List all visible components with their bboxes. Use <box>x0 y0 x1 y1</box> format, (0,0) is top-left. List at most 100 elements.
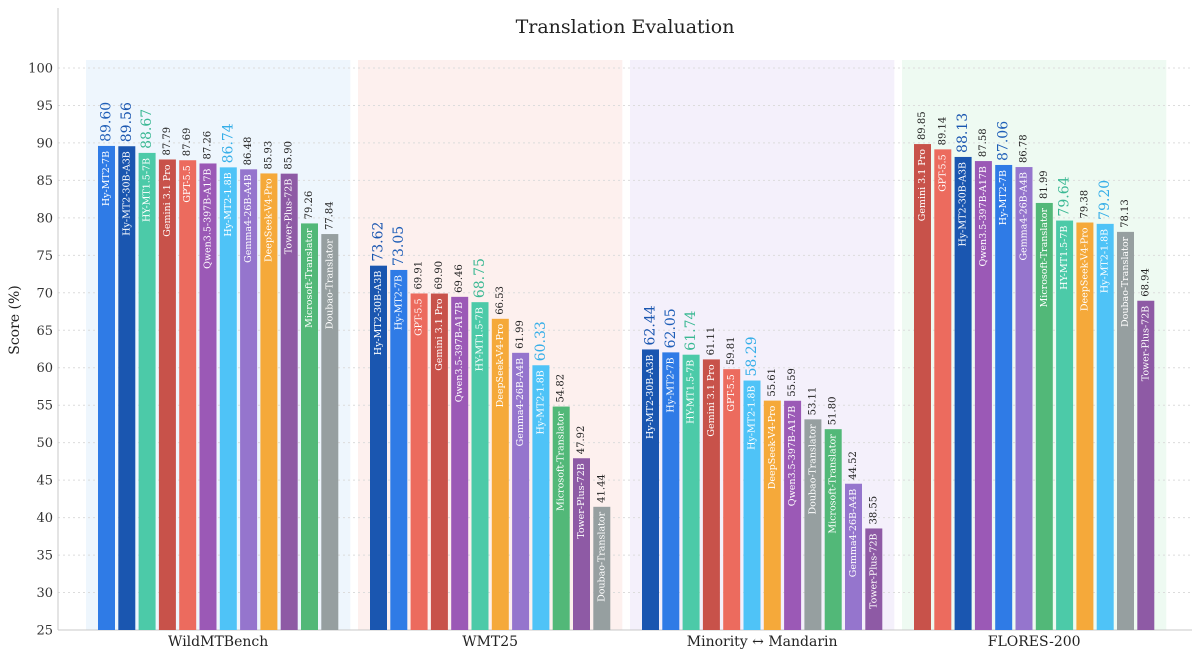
value-label-minority-mandarin-tower-plus-72b: 38.55 <box>868 496 879 525</box>
value-label-flores-200-hy-mt2-30b-a3b: 88.13 <box>955 113 971 153</box>
bar-wmt25-microsoft-translator <box>552 406 570 630</box>
bar-wmt25-hy-mt2-1-8b <box>532 365 550 630</box>
value-label-minority-mandarin-gemma4-26b-a4b: 44.52 <box>848 451 859 480</box>
bar-minority-mandarin-doubao-translator <box>804 419 822 630</box>
bar-minority-mandarin-qwen3-5-397b-a17b <box>784 400 802 630</box>
value-label-wmt25-hy-mt2-7b: 73.05 <box>391 226 407 266</box>
bar-flores-200-gpt-5-5 <box>934 149 952 630</box>
bar-name-wildmtbench-hy-mt1-5-7b: HY-MT1.5-7B <box>142 158 153 222</box>
bar-name-flores-200-qwen3-5-397b-a17b: Qwen3.5-397B-A17B <box>978 166 989 266</box>
bar-name-wildmtbench-gemini-3-1-pro: Gemini 3.1 Pro <box>162 164 173 236</box>
bar-name-wmt25-hy-mt1-5-7b: HY-MT1.5-7B <box>475 307 486 371</box>
value-label-minority-mandarin-hy-mt1-5-7b: 61.74 <box>683 311 699 351</box>
value-label-minority-mandarin-doubao-translator: 53.11 <box>807 387 818 416</box>
value-label-wmt25-hy-mt2-1-8b: 60.33 <box>533 321 549 361</box>
bar-wildmtbench-hy-mt2-30b-a3b <box>118 146 136 630</box>
bar-name-minority-mandarin-hy-mt2-30b-a3b: Hy-MT2-30B-A3B <box>645 354 656 439</box>
value-label-minority-mandarin-hy-mt2-30b-a3b: 62.44 <box>643 305 659 345</box>
value-label-flores-200-gemini-3-1-pro: 89.85 <box>917 111 928 140</box>
bar-wmt25-gpt-5-5 <box>410 293 428 630</box>
bar-flores-200-hy-mt2-1-8b <box>1096 223 1114 630</box>
bar-flores-200-tower-plus-72b <box>1137 300 1155 630</box>
bar-name-minority-mandarin-deepseek-v4-pro: DeepSeek-V4-Pro <box>767 405 778 489</box>
y-tick-label-65: 65 <box>36 324 53 339</box>
group-label-wmt25: WMT25 <box>462 634 518 650</box>
bar-minority-mandarin-tower-plus-72b <box>865 528 883 630</box>
bar-wmt25-tower-plus-72b <box>573 458 590 630</box>
bar-flores-200-hy-mt2-30b-a3b <box>954 156 972 630</box>
value-label-flores-200-gpt-5-5: 89.14 <box>937 117 948 146</box>
bar-flores-200-hy-mt2-7b <box>995 164 1013 630</box>
bar-name-flores-200-hy-mt2-30b-a3b: Hy-MT2-30B-A3B <box>958 162 969 247</box>
bar-name-flores-200-doubao-translator: Doubao-Translator <box>1120 236 1131 327</box>
bar-name-wmt25-deepseek-v4-pro: DeepSeek-V4-Pro <box>495 324 506 408</box>
value-label-wildmtbench-tower-plus-72b: 85.90 <box>284 141 295 170</box>
value-label-wildmtbench-deepseek-v4-pro: 85.93 <box>263 141 274 170</box>
value-label-flores-200-microsoft-translator: 81.99 <box>1039 170 1050 199</box>
y-tick-label-25: 25 <box>36 624 53 639</box>
value-label-wmt25-hy-mt1-5-7b: 68.75 <box>472 258 488 298</box>
bar-name-wildmtbench-hy-mt2-1-8b: Hy-MT2-1.8B <box>223 172 234 236</box>
bar-flores-200-doubao-translator <box>1117 231 1134 630</box>
bar-wmt25-doubao-translator <box>593 506 611 630</box>
value-label-minority-mandarin-hy-mt2-1-8b: 58.29 <box>744 336 760 376</box>
value-label-flores-200-hy-mt2-1-8b: 79.20 <box>1097 180 1113 220</box>
value-label-wmt25-qwen3-5-397b-a17b: 69.46 <box>454 264 465 293</box>
y-tick-labels: 25 30 35 40 45 50 55 60 65 70 75 80 85 90 95 100 <box>28 62 53 639</box>
group-label-wildmtbench: WildMTBench <box>168 634 268 650</box>
bar-flores-200-gemma4-26b-a4b <box>1015 167 1033 630</box>
group-labels: WildMTBench WMT25 Minority ↔ Mandarin FLORE… <box>168 634 1081 650</box>
bar-wmt25-deepseek-v4-pro <box>491 318 509 630</box>
bar-name-flores-200-gpt-5-5: GPT-5.5 <box>937 154 948 191</box>
y-tick-label-100: 100 <box>28 62 53 77</box>
bar-name-minority-mandarin-tower-plus-72b: Tower-Plus-72B <box>868 533 879 609</box>
bar-wmt25-hy-mt2-7b <box>390 269 408 630</box>
bar-wmt25-qwen3-5-397b-a17b <box>451 296 469 630</box>
bar-minority-mandarin-microsoft-translator <box>824 429 842 630</box>
bar-name-minority-mandarin-hy-mt1-5-7b: HY-MT1.5-7B <box>686 360 697 424</box>
bar-name-flores-200-microsoft-translator: Microsoft-Translator <box>1039 208 1050 308</box>
bar-name-minority-mandarin-hy-mt2-1-8b: Hy-MT2-1.8B <box>747 386 758 450</box>
bar-name-flores-200-hy-mt2-1-8b: Hy-MT2-1.8B <box>1100 229 1111 293</box>
bar-minority-mandarin-hy-mt1-5-7b <box>682 354 700 630</box>
bar-name-flores-200-tower-plus-72b: Tower-Plus-72B <box>1140 306 1151 382</box>
bar-flores-200-qwen3-5-397b-a17b <box>974 161 992 630</box>
value-label-wildmtbench-hy-mt2-1-8b: 86.74 <box>220 123 236 163</box>
bar-flores-200-microsoft-translator <box>1035 202 1053 630</box>
value-label-wildmtbench-hy-mt2-30b-a3b: 89.56 <box>119 102 135 142</box>
value-label-wildmtbench-doubao-translator: 77.84 <box>324 201 335 230</box>
y-tick-label-75: 75 <box>36 249 53 264</box>
bar-name-wmt25-hy-mt2-30b-a3b: Hy-MT2-30B-A3B <box>373 271 384 356</box>
bar-wildmtbench-gemma4-26b-a4b <box>240 169 258 630</box>
y-tick-label-45: 45 <box>36 474 53 489</box>
bar-name-wildmtbench-hy-mt2-7b: Hy-MT2-7B <box>101 151 112 206</box>
bar-name-wmt25-qwen3-5-397b-a17b: Qwen3.5-397B-A17B <box>454 302 465 402</box>
group-label-minority-mandarin: Minority ↔ Mandarin <box>687 634 838 650</box>
chart-title: Translation Evaluation <box>516 16 735 38</box>
bars: Hy-MT2-7B 89.60 Hy-MT2-30B-A3B 89.56 HY-MT1.… <box>98 102 1155 631</box>
bar-name-flores-200-hy-mt1-5-7b: HY-MT1.5-7B <box>1059 226 1070 290</box>
bar-wildmtbench-tower-plus-72b <box>280 173 298 630</box>
bar-name-wmt25-gpt-5-5: GPT-5.5 <box>414 298 425 335</box>
bar-name-wildmtbench-hy-mt2-30b-a3b: Hy-MT2-30B-A3B <box>121 151 132 236</box>
value-label-wmt25-gpt-5-5: 69.91 <box>414 261 425 290</box>
value-label-wmt25-gemini-3-1-pro: 69.90 <box>434 261 445 290</box>
bar-wildmtbench-hy-mt2-7b <box>98 145 115 630</box>
bar-wmt25-gemini-3-1-pro <box>430 293 448 630</box>
bar-minority-mandarin-hy-mt2-7b <box>662 352 680 630</box>
y-tick-label-30: 30 <box>36 586 53 601</box>
y-tick-label-50: 50 <box>36 436 53 451</box>
value-label-wmt25-hy-mt2-30b-a3b: 73.62 <box>371 222 387 262</box>
bar-name-minority-mandarin-gemini-3-1-pro: Gemini 3.1 Pro <box>706 364 717 436</box>
bar-name-wildmtbench-deepseek-v4-pro: DeepSeek-V4-Pro <box>263 178 274 262</box>
value-label-wildmtbench-qwen3-5-397b-a17b: 87.26 <box>203 131 214 160</box>
bar-minority-mandarin-hy-mt2-30b-a3b <box>642 349 659 630</box>
value-label-wildmtbench-gemini-3-1-pro: 87.79 <box>162 127 173 156</box>
value-label-flores-200-doubao-translator: 78.13 <box>1120 199 1131 228</box>
bar-name-wmt25-gemini-3-1-pro: Gemini 3.1 Pro <box>434 298 445 370</box>
bar-name-flores-200-gemini-3-1-pro: Gemini 3.1 Pro <box>917 149 928 221</box>
value-label-minority-mandarin-gpt-5-5: 59.81 <box>726 337 737 366</box>
bar-flores-200-hy-mt1-5-7b <box>1056 220 1074 630</box>
bar-name-flores-200-hy-mt2-7b: Hy-MT2-7B <box>998 170 1009 225</box>
bar-name-wildmtbench-doubao-translator: Doubao-Translator <box>324 239 335 330</box>
